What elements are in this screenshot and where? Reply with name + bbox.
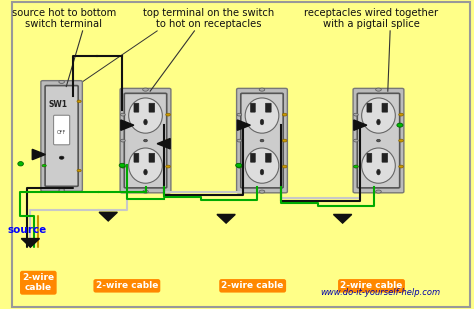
Polygon shape <box>157 138 170 149</box>
Ellipse shape <box>377 169 380 175</box>
FancyBboxPatch shape <box>134 153 139 162</box>
Polygon shape <box>334 214 352 223</box>
Ellipse shape <box>166 113 171 116</box>
FancyBboxPatch shape <box>124 93 167 188</box>
FancyBboxPatch shape <box>382 153 388 162</box>
Ellipse shape <box>282 139 287 142</box>
Ellipse shape <box>376 88 381 91</box>
Polygon shape <box>237 120 250 130</box>
FancyBboxPatch shape <box>237 88 287 193</box>
Text: 2-wire cable: 2-wire cable <box>221 281 284 290</box>
Ellipse shape <box>144 139 147 142</box>
Ellipse shape <box>77 169 81 172</box>
Ellipse shape <box>354 113 358 116</box>
Polygon shape <box>32 149 46 160</box>
Text: source hot to bottom
switch terminal: source hot to bottom switch terminal <box>12 8 116 29</box>
FancyBboxPatch shape <box>367 153 372 162</box>
Ellipse shape <box>237 113 242 116</box>
Ellipse shape <box>377 139 380 142</box>
Ellipse shape <box>237 165 242 168</box>
Ellipse shape <box>397 123 403 127</box>
Ellipse shape <box>245 98 279 133</box>
Polygon shape <box>217 214 235 223</box>
FancyBboxPatch shape <box>357 93 400 188</box>
Ellipse shape <box>377 119 380 125</box>
FancyBboxPatch shape <box>149 153 155 162</box>
Ellipse shape <box>120 113 125 116</box>
FancyBboxPatch shape <box>382 103 388 112</box>
Ellipse shape <box>282 113 287 116</box>
Ellipse shape <box>166 165 171 168</box>
Ellipse shape <box>120 165 125 168</box>
Ellipse shape <box>59 80 64 83</box>
Ellipse shape <box>260 119 264 125</box>
Ellipse shape <box>259 88 265 91</box>
Ellipse shape <box>59 188 64 192</box>
FancyBboxPatch shape <box>241 93 283 188</box>
Ellipse shape <box>120 139 125 142</box>
Ellipse shape <box>120 165 125 168</box>
FancyBboxPatch shape <box>265 103 271 112</box>
Ellipse shape <box>119 163 125 167</box>
Text: top terminal on the switch
to hot on receptacles: top terminal on the switch to hot on rec… <box>143 8 274 29</box>
FancyBboxPatch shape <box>45 86 78 186</box>
Ellipse shape <box>245 148 279 183</box>
Text: SW1: SW1 <box>48 100 67 109</box>
Ellipse shape <box>166 139 171 142</box>
FancyBboxPatch shape <box>353 88 404 193</box>
Polygon shape <box>121 120 134 130</box>
Polygon shape <box>99 212 118 221</box>
FancyBboxPatch shape <box>250 103 255 112</box>
Text: OFF: OFF <box>57 129 66 134</box>
Ellipse shape <box>143 190 148 193</box>
Ellipse shape <box>399 165 403 168</box>
FancyBboxPatch shape <box>134 103 139 112</box>
Ellipse shape <box>282 165 287 168</box>
Ellipse shape <box>236 163 242 167</box>
Ellipse shape <box>144 119 147 125</box>
Ellipse shape <box>362 148 395 183</box>
Ellipse shape <box>77 100 81 103</box>
Ellipse shape <box>259 190 265 193</box>
Ellipse shape <box>42 164 46 167</box>
Text: source: source <box>7 225 46 235</box>
Ellipse shape <box>128 148 162 183</box>
Ellipse shape <box>354 165 358 168</box>
Ellipse shape <box>399 139 403 142</box>
FancyBboxPatch shape <box>367 103 372 112</box>
FancyBboxPatch shape <box>265 153 271 162</box>
Polygon shape <box>354 120 367 130</box>
Ellipse shape <box>128 98 162 133</box>
Ellipse shape <box>237 139 242 142</box>
Ellipse shape <box>354 139 358 142</box>
Ellipse shape <box>399 113 403 116</box>
Ellipse shape <box>260 169 264 175</box>
Text: www.do-it-yourself-help.com: www.do-it-yourself-help.com <box>321 287 441 297</box>
Ellipse shape <box>59 156 64 159</box>
Ellipse shape <box>144 169 147 175</box>
Ellipse shape <box>18 162 23 166</box>
FancyBboxPatch shape <box>41 81 82 191</box>
Ellipse shape <box>143 88 148 91</box>
Ellipse shape <box>354 165 358 168</box>
FancyBboxPatch shape <box>54 115 70 145</box>
Text: 2-wire cable: 2-wire cable <box>340 281 403 290</box>
Polygon shape <box>21 239 39 247</box>
Ellipse shape <box>376 190 381 193</box>
Ellipse shape <box>260 139 264 142</box>
Ellipse shape <box>237 165 242 168</box>
Ellipse shape <box>362 98 395 133</box>
FancyBboxPatch shape <box>120 88 171 193</box>
FancyBboxPatch shape <box>250 153 255 162</box>
Text: receptacles wired together
with a pigtail splice: receptacles wired together with a pigtai… <box>304 8 438 29</box>
Ellipse shape <box>59 116 64 120</box>
Text: 2-wire cable: 2-wire cable <box>96 281 158 290</box>
Text: 2-wire
cable: 2-wire cable <box>22 273 55 292</box>
FancyBboxPatch shape <box>149 103 155 112</box>
